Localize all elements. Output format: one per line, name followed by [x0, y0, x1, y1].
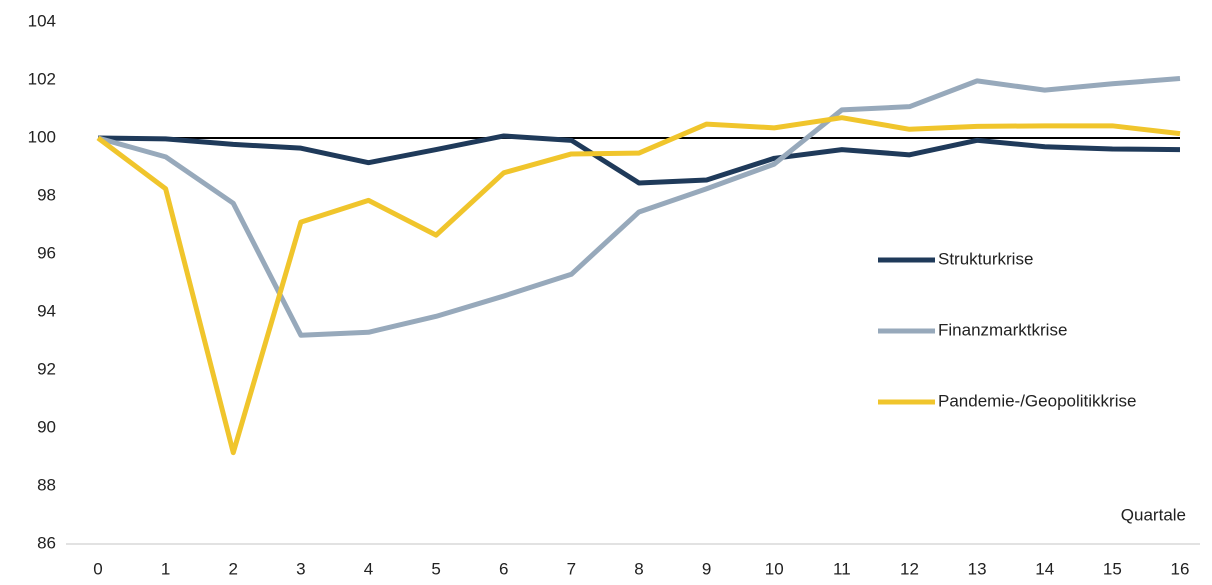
- legend-label: Finanzmarktkrise: [938, 320, 1067, 339]
- x-tick-label: 2: [229, 559, 238, 578]
- series-line: [97, 133, 1181, 186]
- x-axis-label: Quartale: [1121, 505, 1186, 524]
- x-tick-label: 7: [567, 559, 576, 578]
- y-tick-label: 100: [28, 127, 56, 146]
- x-tick-label: 1: [161, 559, 170, 578]
- y-tick-label: 92: [37, 359, 56, 378]
- y-tick-label: 104: [28, 11, 56, 30]
- x-tick-label: 4: [364, 559, 373, 578]
- x-tick-label: 11: [833, 559, 851, 578]
- y-tick-label: 88: [37, 475, 56, 494]
- x-tick-label: 3: [296, 559, 305, 578]
- x-tick-label: 6: [499, 559, 508, 578]
- y-tick-label: 96: [37, 243, 56, 262]
- y-tick-label: 102: [28, 69, 56, 88]
- x-tick-label: 10: [765, 559, 784, 578]
- y-tick-label: 98: [37, 185, 56, 204]
- x-tick-label: 8: [634, 559, 643, 578]
- y-tick-label: 94: [37, 301, 56, 320]
- x-tick-label: 5: [431, 559, 440, 578]
- x-tick-label: 15: [1103, 559, 1122, 578]
- legend-label: Strukturkrise: [938, 249, 1033, 268]
- y-tick-label: 90: [37, 417, 56, 436]
- series-line: [96, 115, 1181, 456]
- x-tick-label: 16: [1171, 559, 1190, 578]
- x-tick-label: 13: [968, 559, 987, 578]
- series-line: [97, 76, 1181, 338]
- x-tick-label: 14: [1035, 559, 1054, 578]
- x-tick-label: 12: [900, 559, 919, 578]
- x-tick-label: 9: [702, 559, 711, 578]
- y-tick-label: 86: [37, 533, 56, 552]
- legend-label: Pandemie-/Geopolitikkrise: [938, 391, 1136, 410]
- x-tick-label: 0: [93, 559, 102, 578]
